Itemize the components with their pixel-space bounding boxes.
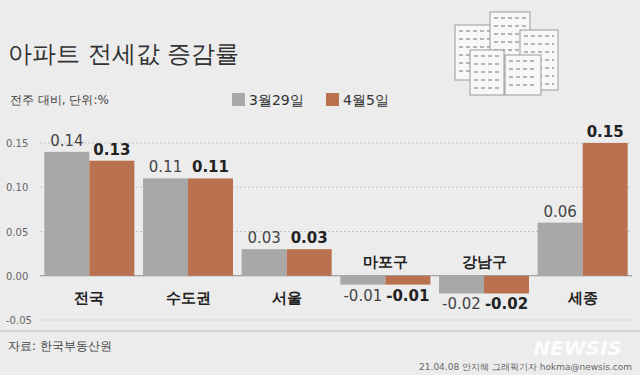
building-window — [459, 38, 491, 40]
building-window — [524, 43, 554, 45]
bar — [385, 276, 430, 285]
building — [470, 50, 504, 95]
bar — [340, 276, 385, 285]
bar — [583, 143, 628, 276]
building-icon — [455, 12, 558, 95]
building-window — [459, 30, 491, 32]
category-label: 강남구 — [462, 253, 507, 271]
category-label: 마포구 — [363, 253, 408, 271]
legend-swatch — [232, 93, 245, 106]
grid: -0.05 0.00 0.05 0.10 0.15 — [6, 138, 632, 326]
y-tick-label: -0.05 — [6, 315, 32, 326]
data-label: 0.15 — [587, 123, 624, 141]
building-window — [474, 71, 500, 73]
y-tick-label: 0.00 — [6, 271, 28, 282]
legend-label: 4월5일 — [343, 92, 389, 108]
building-window — [524, 51, 554, 53]
data-label: 0.14 — [50, 132, 83, 150]
chart: 아파트 전세값 증감률전주 대비, 단위:% 3월29일 4월5일 -0.05 0.00… — [0, 0, 640, 375]
bar — [538, 223, 583, 276]
data-label: -0.01 — [343, 287, 382, 305]
subtitle: 전주 대비, 단위:% — [10, 93, 109, 107]
watermark: NEWSIS — [533, 336, 622, 360]
category-label: 세종 — [567, 289, 598, 307]
bar — [439, 276, 484, 294]
building — [505, 55, 541, 95]
data-label: 0.03 — [247, 229, 280, 247]
bar — [143, 178, 188, 275]
data-label: -0.01 — [386, 287, 429, 305]
building-window — [509, 76, 537, 78]
data-label: -0.02 — [485, 295, 528, 313]
background — [0, 0, 640, 375]
bar — [484, 276, 529, 294]
building-window — [524, 35, 554, 37]
credit: 21.04.08 안지혜 그래픽기자 hokma@newsis.com — [419, 362, 632, 372]
bar — [242, 249, 287, 276]
building-window — [494, 25, 526, 27]
data-label: 0.06 — [543, 203, 576, 221]
y-tick-label: 0.10 — [6, 182, 28, 193]
building-window — [509, 68, 537, 70]
building-window — [459, 46, 491, 48]
data-label: 0.13 — [93, 141, 130, 159]
data-label: 0.11 — [149, 158, 182, 176]
building-window — [474, 63, 500, 65]
bars — [44, 143, 627, 293]
legend: 3월29일 4월5일 — [232, 92, 389, 108]
bar — [188, 178, 233, 275]
legend-label: 3월29일 — [249, 92, 304, 108]
separator — [0, 331, 640, 332]
category-label: 수도권 — [166, 289, 211, 307]
building-window — [474, 79, 500, 81]
data-label: -0.02 — [442, 295, 481, 313]
bar — [287, 249, 332, 276]
building-window — [474, 87, 500, 89]
y-tick-label: 0.05 — [6, 227, 28, 238]
building-window — [509, 60, 537, 62]
legend-swatch — [326, 93, 339, 106]
building-window — [474, 55, 500, 57]
building-window — [494, 17, 526, 19]
data-label: 0.03 — [291, 229, 328, 247]
source: 자료: 한국부동산원 — [8, 339, 112, 353]
labels: 0.140.13전국0.110.11수도권0.030.03서울-0.01-0.0… — [50, 123, 624, 313]
data-label: 0.11 — [192, 158, 229, 176]
bar — [89, 161, 134, 276]
y-tick-label: 0.15 — [6, 138, 28, 149]
grid-line — [40, 320, 632, 321]
category-label: 서울 — [272, 289, 302, 307]
category-label: 전국 — [74, 289, 104, 307]
building-window — [509, 84, 537, 86]
bar — [44, 152, 89, 276]
title: 아파트 전세값 증감률 — [8, 40, 239, 68]
